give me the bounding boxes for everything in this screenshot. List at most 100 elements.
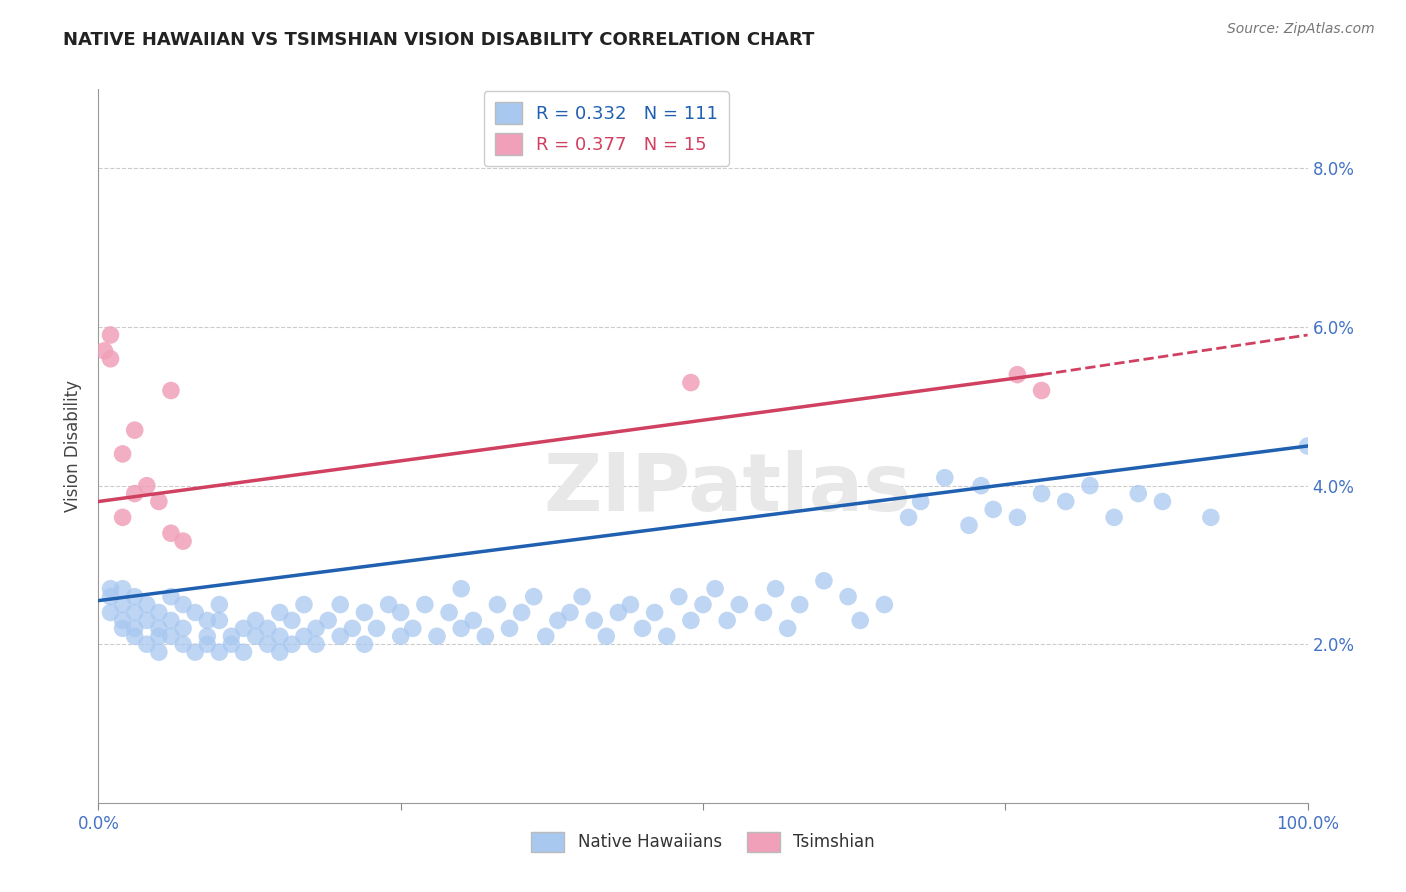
Point	[571, 590, 593, 604]
Point	[389, 606, 412, 620]
Point	[450, 582, 472, 596]
Point	[292, 598, 315, 612]
Point	[269, 606, 291, 620]
Point	[813, 574, 835, 588]
Point	[195, 637, 218, 651]
Point	[450, 621, 472, 635]
Point	[644, 606, 666, 620]
Point	[765, 582, 787, 596]
Point	[498, 621, 520, 635]
Point	[1007, 368, 1029, 382]
Point	[910, 494, 932, 508]
Point	[160, 590, 183, 604]
Point	[523, 590, 546, 604]
Point	[111, 510, 134, 524]
Point	[728, 598, 751, 612]
Point	[377, 598, 399, 612]
Point	[124, 423, 146, 437]
Point	[100, 351, 122, 366]
Y-axis label: Vision Disability: Vision Disability	[65, 380, 83, 512]
Point	[316, 614, 339, 628]
Point	[172, 637, 194, 651]
Point	[1128, 486, 1150, 500]
Point	[970, 478, 993, 492]
Point	[195, 629, 218, 643]
Point	[124, 606, 146, 620]
Point	[135, 478, 157, 492]
Point	[100, 582, 122, 596]
Point	[111, 582, 134, 596]
Point	[981, 502, 1004, 516]
Point	[245, 629, 267, 643]
Point	[148, 606, 170, 620]
Point	[957, 518, 980, 533]
Point	[1296, 439, 1319, 453]
Point	[692, 598, 714, 612]
Point	[232, 621, 254, 635]
Point	[463, 614, 485, 628]
Point	[111, 447, 134, 461]
Point	[208, 614, 231, 628]
Point	[93, 343, 115, 358]
Text: ZIPatlas: ZIPatlas	[543, 450, 911, 528]
Point	[789, 598, 811, 612]
Point	[269, 629, 291, 643]
Point	[1007, 510, 1029, 524]
Point	[474, 629, 496, 643]
Point	[558, 606, 581, 620]
Point	[329, 598, 352, 612]
Point	[100, 606, 122, 620]
Point	[160, 629, 183, 643]
Point	[934, 471, 956, 485]
Point	[208, 645, 231, 659]
Point	[111, 621, 134, 635]
Point	[148, 494, 170, 508]
Point	[256, 621, 278, 635]
Point	[668, 590, 690, 604]
Point	[305, 637, 328, 651]
Point	[184, 645, 207, 659]
Point	[221, 637, 243, 651]
Point	[111, 614, 134, 628]
Point	[716, 614, 738, 628]
Point	[111, 598, 134, 612]
Point	[305, 621, 328, 635]
Point	[124, 486, 146, 500]
Point	[172, 534, 194, 549]
Point	[1199, 510, 1222, 524]
Point	[353, 637, 375, 651]
Point	[534, 629, 557, 643]
Point	[1152, 494, 1174, 508]
Point	[281, 637, 304, 651]
Point	[329, 629, 352, 643]
Point	[195, 614, 218, 628]
Point	[607, 606, 630, 620]
Point	[172, 621, 194, 635]
Point	[510, 606, 533, 620]
Point	[148, 629, 170, 643]
Point	[655, 629, 678, 643]
Point	[281, 614, 304, 628]
Point	[1102, 510, 1125, 524]
Point	[124, 629, 146, 643]
Point	[184, 606, 207, 620]
Point	[583, 614, 606, 628]
Point	[342, 621, 364, 635]
Point	[849, 614, 872, 628]
Point	[413, 598, 436, 612]
Point	[172, 598, 194, 612]
Point	[1031, 384, 1053, 398]
Point	[160, 384, 183, 398]
Point	[124, 621, 146, 635]
Point	[704, 582, 727, 596]
Legend: Native Hawaiians, Tsimshian: Native Hawaiians, Tsimshian	[524, 825, 882, 859]
Point	[679, 376, 702, 390]
Point	[873, 598, 896, 612]
Point	[437, 606, 460, 620]
Point	[752, 606, 775, 620]
Point	[679, 614, 702, 628]
Point	[160, 614, 183, 628]
Point	[256, 637, 278, 651]
Point	[148, 645, 170, 659]
Point	[292, 629, 315, 643]
